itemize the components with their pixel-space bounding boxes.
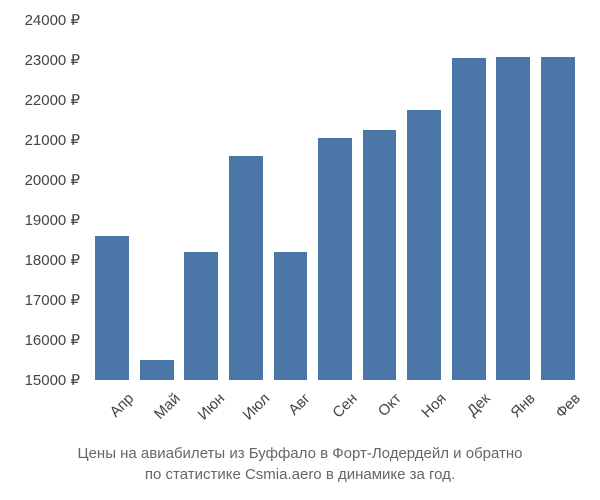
x-tick: Май [135,385,180,435]
x-tick: Июн [179,385,224,435]
y-tick-label: 18000 ₽ [25,251,80,269]
y-tick-label: 20000 ₽ [25,171,80,189]
x-tick-label: Ноя [418,390,449,421]
x-tick-label: Сен [329,390,360,421]
bar [541,57,575,380]
bar [318,138,352,380]
y-tick-label: 22000 ₽ [25,91,80,109]
x-tick: Дек [446,385,491,435]
bar [95,236,129,380]
x-tick: Апр [90,385,135,435]
bar-wrapper [224,20,269,380]
plot-area [90,20,580,380]
x-tick: Июл [224,385,269,435]
y-tick-label: 15000 ₽ [25,371,80,389]
bar-wrapper [402,20,447,380]
bar [407,110,441,380]
x-tick: Авг [268,385,313,435]
y-tick-label: 23000 ₽ [25,51,80,69]
y-tick-label: 24000 ₽ [25,11,80,29]
bar-wrapper [535,20,580,380]
x-tick: Фев [535,385,580,435]
bars-group [90,20,580,380]
x-tick-label: Янв [508,390,539,421]
bar-wrapper [446,20,491,380]
price-chart: 15000 ₽ 16000 ₽ 17000 ₽ 18000 ₽ 19000 ₽ 20000… [0,0,600,500]
bar [229,156,263,380]
x-tick: Янв [491,385,536,435]
x-tick: Окт [357,385,402,435]
x-tick-label: Окт [374,390,404,420]
x-tick: Сен [313,385,358,435]
x-tick-label: Дек [463,390,493,420]
bar-wrapper [357,20,402,380]
x-tick-label: Фев [552,390,584,422]
bar-wrapper [179,20,224,380]
bar-wrapper [491,20,536,380]
bar-wrapper [135,20,180,380]
bar-wrapper [268,20,313,380]
x-tick-label: Апр [107,390,138,421]
y-tick-label: 17000 ₽ [25,291,80,309]
y-tick-label: 16000 ₽ [25,331,80,349]
bar [496,57,530,380]
bar [140,360,174,380]
bar-wrapper [90,20,135,380]
bar [363,130,397,380]
caption-line-1: Цены на авиабилеты из Буффало в Форт-Лод… [77,445,522,462]
x-tick: Ноя [402,385,447,435]
bar-wrapper [313,20,358,380]
bar [274,252,308,380]
bar [184,252,218,380]
x-axis: АпрМайИюнИюл Авг Сен Окт Ноя Дек ЯнвФев [90,385,580,435]
chart-caption: Цены на авиабилеты из Буффало в Форт-Лод… [0,443,600,485]
y-tick-label: 21000 ₽ [25,131,80,149]
bar [452,58,486,380]
caption-line-2: по статистике Csmia.aero в динамике за г… [145,466,455,483]
y-axis: 15000 ₽16000 ₽17000 ₽18000 ₽19000 ₽20000… [0,20,85,380]
y-tick-label: 19000 ₽ [25,211,80,229]
x-tick-label: Авг [286,390,315,419]
